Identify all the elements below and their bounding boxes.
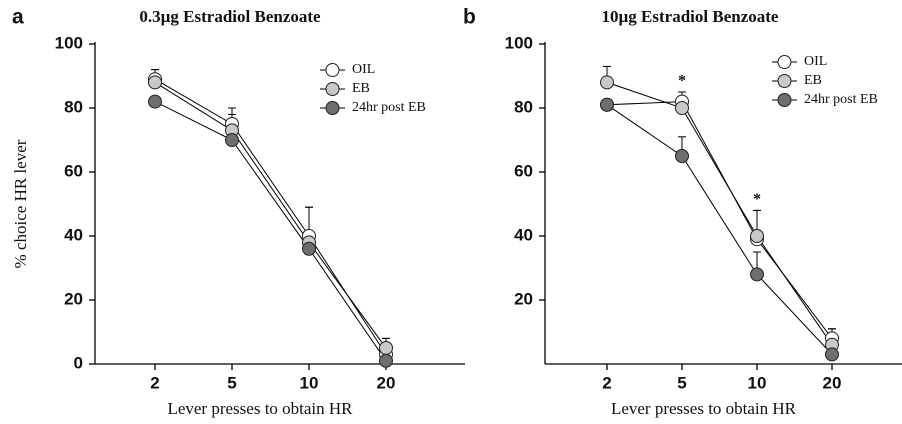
point [379,341,393,355]
point [750,229,764,243]
legend-marker [777,93,792,107]
y-tick-label: 40 [64,225,83,244]
y-tick-label: 60 [64,161,83,180]
x-axis-label: Lever presses to obtain HR [611,399,797,418]
point [750,267,764,282]
legend-label: 24hr post EB [352,100,426,115]
point [675,101,689,115]
x-tick-label: 20 [823,373,842,392]
chart-title: 0.3µg Estradiol Benzoate [139,7,321,26]
point [675,149,689,163]
legend-label: OIL [352,62,375,77]
y-axis-label: % choice HR lever [11,139,30,268]
legend-marker [777,55,792,69]
x-tick-label: 5 [227,373,236,392]
point [379,353,393,368]
series-line [154,78,387,355]
series-line [606,104,833,355]
legend-marker [777,74,792,88]
legend-label: EB [804,73,822,88]
series-line [606,81,833,346]
x-tick-label: 10 [748,373,767,392]
y-tick-label: 80 [64,97,83,116]
x-axis-label: Lever presses to obtain HR [167,399,353,418]
y-tick-label: 0 [74,353,83,372]
legend-marker [325,82,340,96]
x-tick-label: 2 [150,373,159,392]
x-tick-label: 5 [677,373,686,392]
point [225,133,239,147]
series-line [154,81,387,349]
panel-label: a [12,6,24,29]
y-tick-label: 20 [64,289,83,308]
series-line [606,101,833,339]
legend-marker [325,101,340,115]
x-tick-label: 10 [300,373,319,392]
x-tick-label: 2 [602,373,611,392]
y-tick-label: 100 [505,33,533,52]
legend-label: 24hr post EB [804,92,878,107]
y-tick-label: 80 [514,97,533,116]
point [302,241,316,256]
legend-label: OIL [804,54,827,69]
y-tick-label: 60 [514,161,533,180]
legend-marker [325,63,340,77]
point [148,75,162,90]
point [600,75,614,90]
y-tick-label: 40 [514,225,533,244]
panel-label: b [463,6,476,29]
point [825,347,839,362]
legend-label: EB [352,81,370,96]
annotation: * [678,73,686,90]
chart-title: 10µg Estradiol Benzoate [602,7,779,26]
series-line [154,101,387,362]
y-tick-label: 20 [514,289,533,308]
y-tick-label: 100 [55,33,83,52]
point [600,97,614,112]
x-tick-label: 20 [377,373,396,392]
annotation: * [753,191,761,208]
point [148,94,162,109]
